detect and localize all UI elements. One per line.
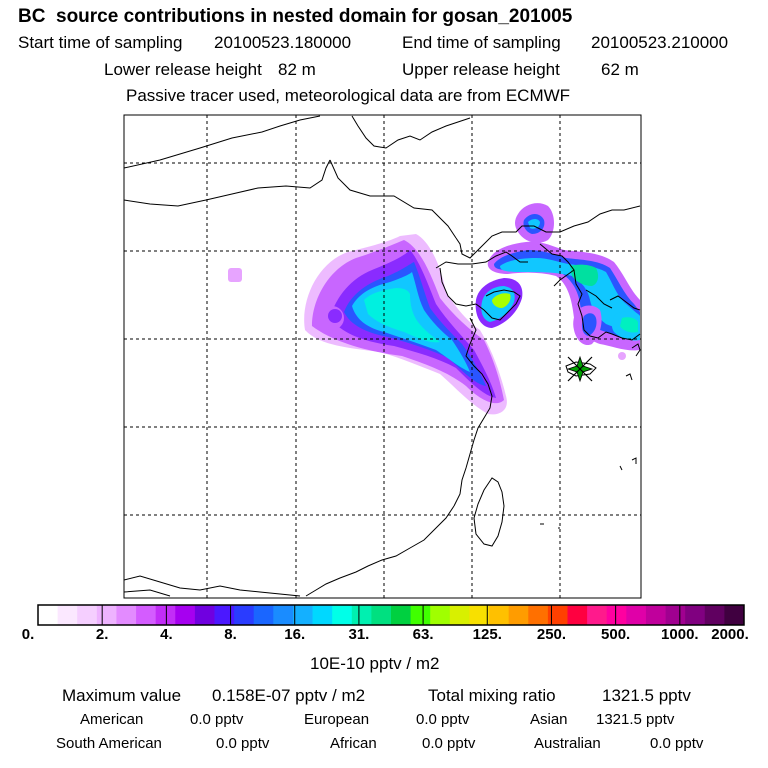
colorbar-tick-label: 16. (284, 626, 306, 643)
colorbar-tick-label: 1000. (661, 626, 699, 643)
region-name: European (304, 711, 370, 728)
colorbar-cell (410, 605, 431, 625)
colorbar-cell (38, 605, 59, 625)
colorbar-cell (587, 605, 608, 625)
total-mixing-value: 1321.5 pptv (602, 686, 691, 705)
colorbar-cell (626, 605, 647, 625)
colorbar-cell (645, 605, 666, 625)
colorbar-cell (77, 605, 98, 625)
colorbar-cell (116, 605, 137, 625)
max-value-label: Maximum value (62, 686, 182, 705)
region-value: 0.0 pptv (422, 735, 476, 752)
colorbar-cell (724, 605, 745, 625)
region-name: South American (56, 735, 162, 752)
region-value: 0.0 pptv (190, 711, 244, 728)
colorbar-cell (430, 605, 451, 625)
colorbar-cell (273, 605, 294, 625)
colorbar-cell (57, 605, 78, 625)
lower-height-value: 82 m (278, 60, 316, 79)
start-time-label: Start time of sampling (18, 33, 183, 52)
end-time-label: End time of sampling (402, 33, 561, 52)
region-value: 0.0 pptv (416, 711, 470, 728)
region-value: 0.0 pptv (216, 735, 270, 752)
region-value: 1321.5 pptv (596, 711, 675, 728)
end-time-value: 20100523.210000 (591, 33, 729, 52)
region-name: Asian (530, 711, 568, 728)
colorbar-cell (96, 605, 117, 625)
colorbar-tick-label: 2. (95, 626, 109, 643)
plume-field (228, 203, 640, 415)
colorbar-cell (312, 605, 333, 625)
tracer-note: Passive tracer used, meteorological data… (126, 86, 571, 105)
coastlines (123, 115, 641, 597)
colorbar-cell (685, 605, 706, 625)
max-value: 0.158E-07 pptv / m2 (212, 686, 366, 705)
colorbar-cell (155, 605, 176, 625)
colorbar-tick-label: 0. (21, 626, 35, 643)
colorbar-cell (547, 605, 568, 625)
colorbar-tick-label: 8. (224, 626, 237, 643)
receptor-star-marker (566, 355, 594, 383)
upper-height-label: Upper release height (402, 60, 560, 79)
region-name: African (330, 735, 377, 752)
colorbar-cell (528, 605, 549, 625)
region-name: Australian (534, 735, 601, 752)
colorbar-cell (332, 605, 353, 625)
colorbar-tick-label: 125. (472, 626, 502, 643)
colorbar-tick-label: 4. (160, 626, 173, 643)
colorbar-tick-label: 250. (536, 626, 567, 643)
colorbar-cell (567, 605, 588, 625)
colorbar-cell (234, 605, 255, 625)
colorbar-cell (136, 605, 157, 625)
colorbar-cell (469, 605, 490, 625)
map-frame (123, 114, 642, 599)
lower-height-label: Lower release height (104, 60, 262, 79)
colorbar-tick-label: 31. (348, 626, 370, 643)
colorbar-cell (391, 605, 412, 625)
colorbar-cell (371, 605, 392, 625)
colorbar-cell (175, 605, 196, 625)
region-name: American (80, 711, 144, 728)
colorbar-tick-label: 500. (601, 626, 631, 643)
colorbar-cell (214, 605, 235, 625)
start-time-value: 20100523.180000 (214, 33, 352, 52)
total-mixing-label: Total mixing ratio (428, 686, 556, 705)
colorbar-cell (194, 605, 215, 625)
colorbar-cell (704, 605, 725, 625)
colorbar-cell (449, 605, 470, 625)
colorbar-tick-label: 63. (412, 626, 434, 643)
colorbar-cell (665, 605, 686, 625)
map-grid (124, 115, 641, 598)
colorbar-cell (606, 605, 627, 625)
colorbar-unit: 10E-10 pptv / m2 (310, 654, 440, 673)
colorbar-cell (351, 605, 372, 625)
colorbar-cell (508, 605, 529, 625)
plot-title: BC source contributions in nested domain… (18, 6, 573, 27)
upper-height-value: 62 m (601, 60, 639, 79)
colorbar-cell (253, 605, 274, 625)
colorbar-tick-label: 2000. (711, 626, 749, 643)
region-value: 0.0 pptv (650, 735, 704, 752)
colorbar-cell (292, 605, 313, 625)
colorbar-cell (489, 605, 510, 625)
